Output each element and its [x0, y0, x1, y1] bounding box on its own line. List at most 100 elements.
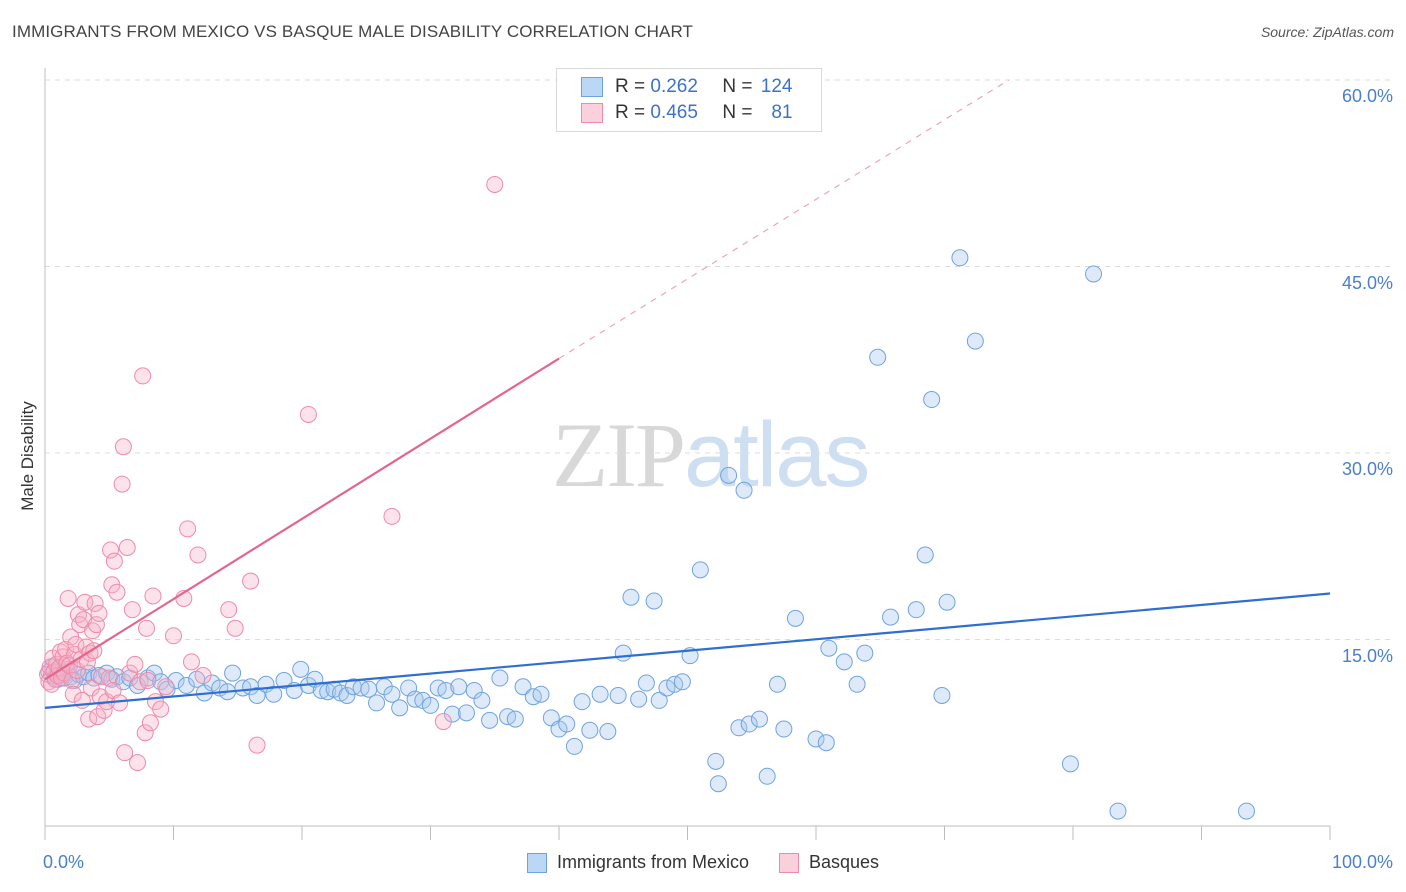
point-mexico	[368, 694, 386, 712]
legend-item-mexico: Immigrants from Mexico	[526, 852, 749, 873]
legend-swatch-mexico	[526, 852, 547, 873]
y-tick-label: 30.0%	[1341, 459, 1393, 479]
point-basques	[89, 708, 107, 726]
legend-n-label: N =	[722, 76, 753, 97]
point-basques	[67, 635, 85, 653]
point-basques	[220, 601, 238, 619]
correlation-legend: R = 0.262 N = 124 R = 0.465 N = 81	[556, 68, 822, 132]
point-basques	[141, 714, 159, 732]
point-mexico	[457, 704, 475, 722]
watermark: ZIPatlas	[552, 402, 870, 508]
point-mexico	[591, 685, 609, 703]
series-legend: Immigrants from Mexico Basques	[0, 852, 1406, 873]
point-mexico	[730, 719, 748, 737]
point-basques	[299, 405, 317, 423]
point-mexico	[807, 730, 825, 748]
point-mexico	[1085, 265, 1103, 283]
point-mexico	[775, 720, 793, 738]
point-basques	[165, 627, 182, 645]
point-mexico	[673, 673, 691, 691]
point-mexico	[1109, 802, 1127, 820]
point-mexico	[532, 685, 550, 703]
point-basques	[383, 507, 401, 525]
point-mexico	[645, 592, 663, 610]
point-mexico	[224, 664, 242, 682]
point-mexico	[292, 660, 310, 678]
point-mexico	[506, 710, 524, 728]
point-mexico	[786, 609, 804, 627]
point-mexico	[907, 601, 925, 619]
point-mexico	[735, 481, 753, 499]
point-mexico	[848, 675, 866, 693]
point-mexico	[750, 710, 768, 728]
point-basques	[113, 475, 131, 493]
point-mexico	[514, 678, 532, 696]
point-mexico	[383, 685, 401, 703]
point-basques	[242, 572, 260, 590]
y-tick-label: 45.0%	[1341, 272, 1393, 293]
point-mexico	[450, 678, 468, 696]
point-mexico	[565, 737, 583, 755]
point-mexico	[1061, 755, 1079, 773]
point-basques	[86, 594, 104, 612]
watermark-zip: ZIP	[552, 404, 686, 506]
trend-lines	[44, 79, 1331, 709]
point-mexico	[869, 348, 887, 366]
point-mexico	[720, 466, 738, 484]
x-tick-label-max: 100.0%	[1331, 852, 1393, 872]
trend-line-basques	[44, 357, 560, 681]
point-basques	[108, 583, 126, 601]
point-mexico	[707, 752, 725, 770]
point-mexico	[933, 686, 951, 704]
point-basques	[126, 655, 144, 673]
point-basques	[134, 367, 152, 385]
point-mexico	[491, 669, 509, 687]
data-points	[39, 175, 1255, 820]
point-basques	[248, 736, 266, 754]
y-tick-label: 60.0%	[1341, 86, 1393, 106]
point-mexico	[916, 546, 934, 564]
point-basques	[139, 672, 157, 690]
point-mexico	[248, 686, 266, 704]
chart-title: IMMIGRANTS FROM MEXICO VS BASQUE MALE DI…	[12, 22, 694, 41]
point-basques	[87, 616, 105, 634]
point-mexico	[422, 696, 439, 714]
point-basques	[111, 694, 129, 712]
point-mexico	[630, 690, 648, 708]
point-basques	[90, 604, 108, 622]
point-basques	[64, 685, 82, 703]
point-mexico	[473, 691, 491, 709]
point-mexico	[856, 644, 874, 662]
point-basques	[102, 541, 120, 559]
point-mexico	[599, 723, 617, 741]
grid-lines	[45, 79, 1392, 640]
legend-item-basques: Basques	[778, 852, 879, 873]
legend-r-value: 0.262	[650, 76, 698, 97]
point-mexico	[481, 711, 499, 729]
point-basques	[138, 619, 156, 637]
watermark-atlas: atlas	[684, 404, 870, 506]
point-mexico	[820, 639, 838, 657]
axes	[44, 68, 1331, 840]
point-basques	[105, 552, 123, 570]
legend-r-label: R =	[615, 76, 646, 97]
legend-n-value: 124	[760, 76, 793, 97]
legend-swatch-mexico	[581, 77, 603, 97]
point-mexico	[637, 674, 655, 692]
point-basques	[189, 546, 207, 564]
point-basques	[194, 667, 212, 685]
point-mexico	[265, 685, 283, 703]
point-basques	[116, 744, 134, 762]
point-basques	[57, 640, 75, 658]
point-mexico	[835, 653, 853, 671]
point-basques	[118, 538, 136, 556]
point-mexico	[768, 675, 786, 693]
point-mexico	[758, 767, 776, 785]
point-mexico	[882, 608, 900, 626]
point-mexico	[338, 686, 356, 704]
point-mexico	[391, 699, 409, 717]
point-basques	[59, 589, 77, 607]
legend-r-value: 0.465	[650, 102, 698, 123]
legend-row-mexico: R = 0.262 N = 124	[581, 75, 793, 99]
point-basques	[114, 438, 132, 456]
